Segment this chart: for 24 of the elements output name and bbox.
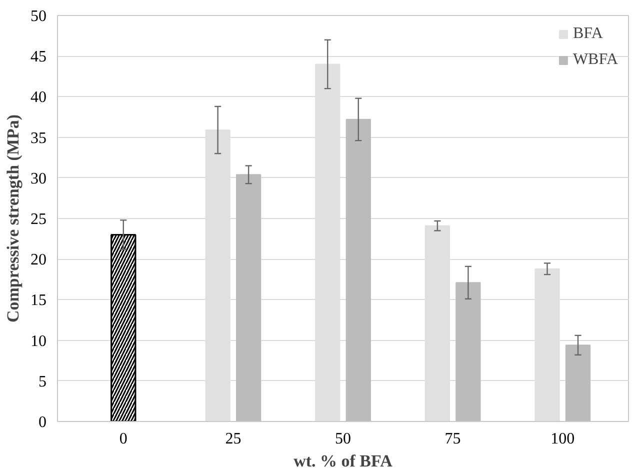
y-tick-label: 35 <box>30 130 46 147</box>
y-tick-label: 0 <box>38 414 46 431</box>
x-tick-label: 0 <box>119 430 128 448</box>
bar <box>565 344 591 422</box>
x-tick-label: 100 <box>550 430 575 448</box>
bar <box>346 118 371 422</box>
bar <box>456 282 481 422</box>
y-tick-label: 10 <box>30 332 46 350</box>
legend-label: WBFA <box>572 51 618 69</box>
y-tick-label: 15 <box>30 292 46 310</box>
legend-label: BFA <box>572 25 603 43</box>
y-tick-label: 50 <box>30 8 46 25</box>
x-tick-label: 75 <box>444 430 461 448</box>
x-tick-label: 25 <box>225 430 242 448</box>
y-tick-label: 5 <box>38 373 46 390</box>
y-axis-title: Compressive strength (MPa) <box>4 114 22 323</box>
y-tick-label: 25 <box>30 211 46 228</box>
x-axis-title: wt. % of BFA <box>294 452 394 470</box>
bar <box>236 174 262 422</box>
y-tick-label: 30 <box>30 170 46 188</box>
y-tick-label: 40 <box>30 89 46 106</box>
x-tick-label: 50 <box>335 430 351 448</box>
y-tick-label: 20 <box>30 252 46 269</box>
y-tick-label: 45 <box>30 48 46 66</box>
